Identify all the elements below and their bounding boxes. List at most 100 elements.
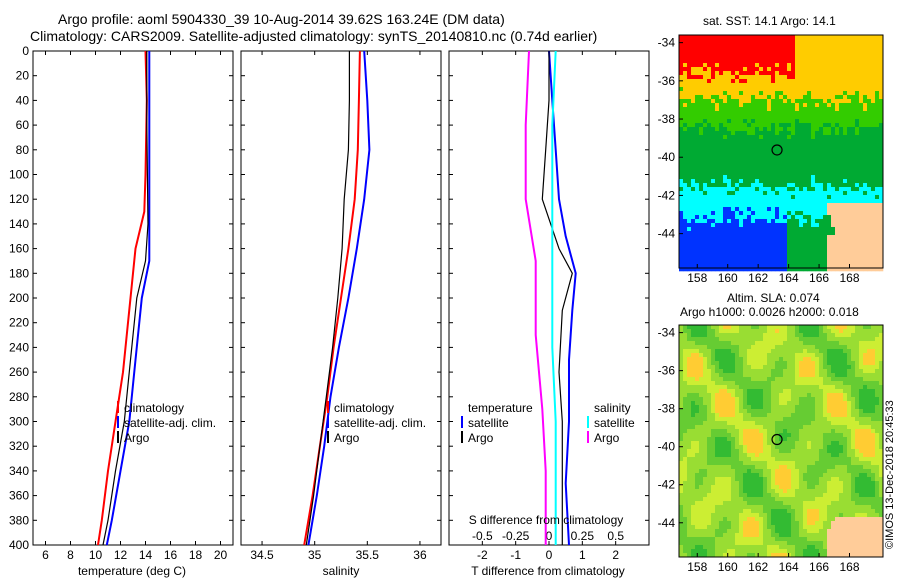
sst-cell — [787, 55, 792, 60]
sst-cell — [767, 83, 772, 88]
sst-cell — [715, 115, 720, 120]
sst-cell — [683, 159, 688, 164]
sla-cell — [879, 437, 884, 442]
sst-cell — [691, 175, 696, 180]
sst-cell — [775, 91, 780, 96]
sst-cell — [719, 267, 724, 272]
sst-cell — [863, 135, 868, 140]
sla-cell — [715, 357, 720, 362]
sst-cell — [779, 187, 784, 192]
sla-cell — [771, 365, 776, 370]
sla-cell — [763, 445, 768, 450]
sst-cell — [879, 59, 884, 64]
sla-cell — [779, 373, 784, 378]
sla-cell — [851, 453, 856, 458]
sst-cell — [835, 179, 840, 184]
sst-cell — [795, 175, 800, 180]
sst-cell — [747, 211, 752, 216]
sla-cell — [847, 445, 852, 450]
sst-cell — [843, 131, 848, 136]
sst-cell — [787, 243, 792, 248]
sst-cell — [767, 263, 772, 268]
sst-cell — [827, 75, 832, 80]
sst-cell — [835, 159, 840, 164]
sst-cell — [831, 47, 836, 52]
sst-cell — [739, 139, 744, 144]
sst-cell — [867, 267, 872, 272]
sst-cell — [815, 223, 820, 228]
sst-cell — [807, 223, 812, 228]
sst-cell — [699, 223, 704, 228]
sst-cell — [867, 163, 872, 168]
sla-cell — [795, 437, 800, 442]
sst-cell — [711, 63, 716, 68]
sla-cell — [863, 401, 868, 406]
sla-cell — [855, 373, 860, 378]
sla-cell — [695, 373, 700, 378]
sla-cell — [795, 389, 800, 394]
sla-cell — [831, 357, 836, 362]
x-tick-label: -1 — [510, 548, 521, 562]
sla-cell — [795, 337, 800, 342]
sst-cell — [823, 39, 828, 44]
sst-cell — [783, 211, 788, 216]
sla-cell — [871, 329, 876, 334]
sst-cell — [811, 167, 816, 172]
sst-cell — [835, 203, 840, 208]
sst-cell — [715, 195, 720, 200]
sst-cell — [691, 55, 696, 60]
sla-cell — [859, 353, 864, 358]
legend-t-satellite: satellite — [468, 416, 509, 430]
sst-cell — [787, 163, 792, 168]
sst-cell — [763, 151, 768, 156]
sst-cell — [815, 175, 820, 180]
sla-cell — [715, 329, 720, 334]
sla-cell — [679, 381, 684, 386]
sla-cell — [767, 401, 772, 406]
sla-cell — [783, 361, 788, 366]
sla-cell — [763, 397, 768, 402]
sst-cell — [875, 103, 880, 108]
sst-cell — [703, 35, 708, 40]
sst-cell — [711, 131, 716, 136]
depth-tick-label: 100 — [9, 168, 29, 182]
sst-cell — [707, 215, 712, 220]
sst-cell — [799, 195, 804, 200]
sst-cell — [815, 83, 820, 88]
sla-cell — [847, 385, 852, 390]
sst-cell — [735, 223, 740, 228]
sla-cell — [879, 405, 884, 410]
sst-cell — [807, 247, 812, 252]
sla-cell — [807, 329, 812, 334]
sst-cell — [731, 195, 736, 200]
sst-cell — [875, 199, 880, 204]
sla-cell — [795, 445, 800, 450]
sla-cell — [851, 421, 856, 426]
sst-cell — [703, 87, 708, 92]
sst-cell — [695, 47, 700, 52]
sla-cell — [843, 409, 848, 414]
sst-cell — [827, 115, 832, 120]
sst-cell — [867, 147, 872, 152]
sst-cell — [815, 51, 820, 56]
sla-cell — [875, 361, 880, 366]
sst-cell — [687, 51, 692, 56]
sla-cell — [871, 437, 876, 442]
sst-cell — [863, 231, 868, 236]
sst-cell — [815, 231, 820, 236]
sst-cell — [823, 107, 828, 112]
sla-cell — [831, 449, 836, 454]
sst-cell — [823, 171, 828, 176]
sst-cell — [795, 259, 800, 264]
sst-cell — [851, 219, 856, 224]
sst-cell — [719, 251, 724, 256]
sst-cell — [831, 75, 836, 80]
sst-cell — [775, 203, 780, 208]
sst-cell — [855, 103, 860, 108]
sst-cell — [767, 179, 772, 184]
sst-cell — [767, 95, 772, 100]
sst-cell — [839, 79, 844, 84]
sst-cell — [839, 131, 844, 136]
sst-cell — [791, 67, 796, 72]
sla-cell — [843, 373, 848, 378]
